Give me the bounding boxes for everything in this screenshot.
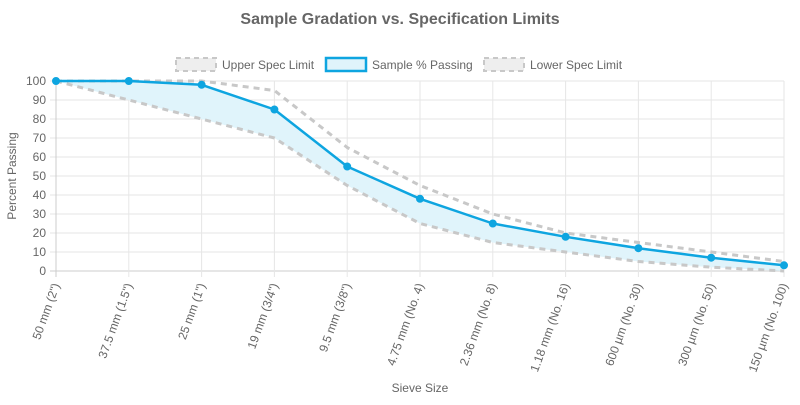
data-point-sample[interactable]: [707, 253, 716, 262]
legend-label-lower: Lower Spec Limit: [530, 58, 623, 72]
data-point-sample[interactable]: [561, 232, 570, 241]
legend-label-upper: Upper Spec Limit: [222, 58, 315, 72]
data-point-sample[interactable]: [488, 219, 497, 228]
y-tick-label: 40: [33, 188, 47, 202]
y-tick-label: 100: [26, 74, 46, 88]
y-axis-title: Percent Passing: [5, 132, 19, 219]
y-tick-label: 90: [33, 93, 47, 107]
x-tick-label: 19 mm (3/4"): [244, 281, 281, 351]
y-axis-ticks: 0 10 20 30 40 50 60 70 80 90 100: [26, 74, 46, 278]
legend-item-upper[interactable]: Upper Spec Limit: [175, 57, 315, 72]
data-points: [52, 77, 788, 270]
series-line-lower-spec: [55, 79, 785, 273]
legend-swatch-sample: [324, 56, 368, 73]
grid: [50, 80, 785, 277]
data-point-sample[interactable]: [634, 244, 643, 253]
x-tick-label: 2.36 mm (No. 8): [457, 281, 500, 367]
x-tick-label: 50 mm (2"): [30, 281, 63, 341]
legend-swatch-upper: [175, 57, 217, 72]
x-tick-label: 9.5 mm (3/8"): [316, 281, 354, 354]
legend-swatch-lower: [483, 57, 525, 72]
data-point-sample[interactable]: [343, 162, 352, 171]
y-tick-label: 30: [33, 207, 47, 221]
x-tick-label: 600 µm (No. 30): [602, 281, 645, 367]
x-axis-title: Sieve Size: [392, 381, 449, 395]
series-line-upper-spec: [56, 79, 785, 263]
chart-title: Sample Gradation vs. Specification Limit…: [240, 11, 559, 28]
x-tick-label: 4.75 mm (No. 4): [384, 281, 427, 367]
data-point-sample[interactable]: [52, 77, 60, 85]
data-point-sample[interactable]: [270, 105, 279, 114]
y-tick-label: 60: [33, 150, 47, 164]
y-tick-label: 20: [33, 226, 47, 240]
x-axis-ticks: 50 mm (2") 37.5 mm (1.5") 25 mm (1") 19 mm …: [30, 281, 791, 374]
x-tick-label: 37.5 mm (1.5"): [95, 281, 135, 360]
y-tick-label: 0: [39, 264, 46, 278]
x-tick-label: 300 µm (No. 50): [675, 281, 718, 367]
legend-item-lower[interactable]: Lower Spec Limit: [483, 57, 623, 72]
data-point-sample[interactable]: [124, 77, 133, 85]
data-point-sample[interactable]: [197, 80, 206, 89]
y-tick-label: 70: [33, 131, 47, 145]
data-point-sample[interactable]: [780, 261, 788, 270]
data-point-sample[interactable]: [416, 194, 424, 203]
x-tick-label: 150 µm (No. 100): [746, 281, 791, 374]
x-tick-label: 1.18 mm (No. 16): [527, 281, 572, 374]
legend-label-sample: Sample % Passing: [372, 58, 473, 72]
y-tick-label: 10: [33, 245, 47, 259]
legend-item-sample[interactable]: Sample % Passing: [324, 56, 473, 73]
y-tick-label: 80: [33, 112, 47, 126]
y-tick-label: 50: [33, 169, 47, 183]
x-tick-label: 25 mm (1"): [175, 281, 208, 341]
legend: Upper Spec Limit Sample % Passing Lower …: [175, 56, 623, 73]
